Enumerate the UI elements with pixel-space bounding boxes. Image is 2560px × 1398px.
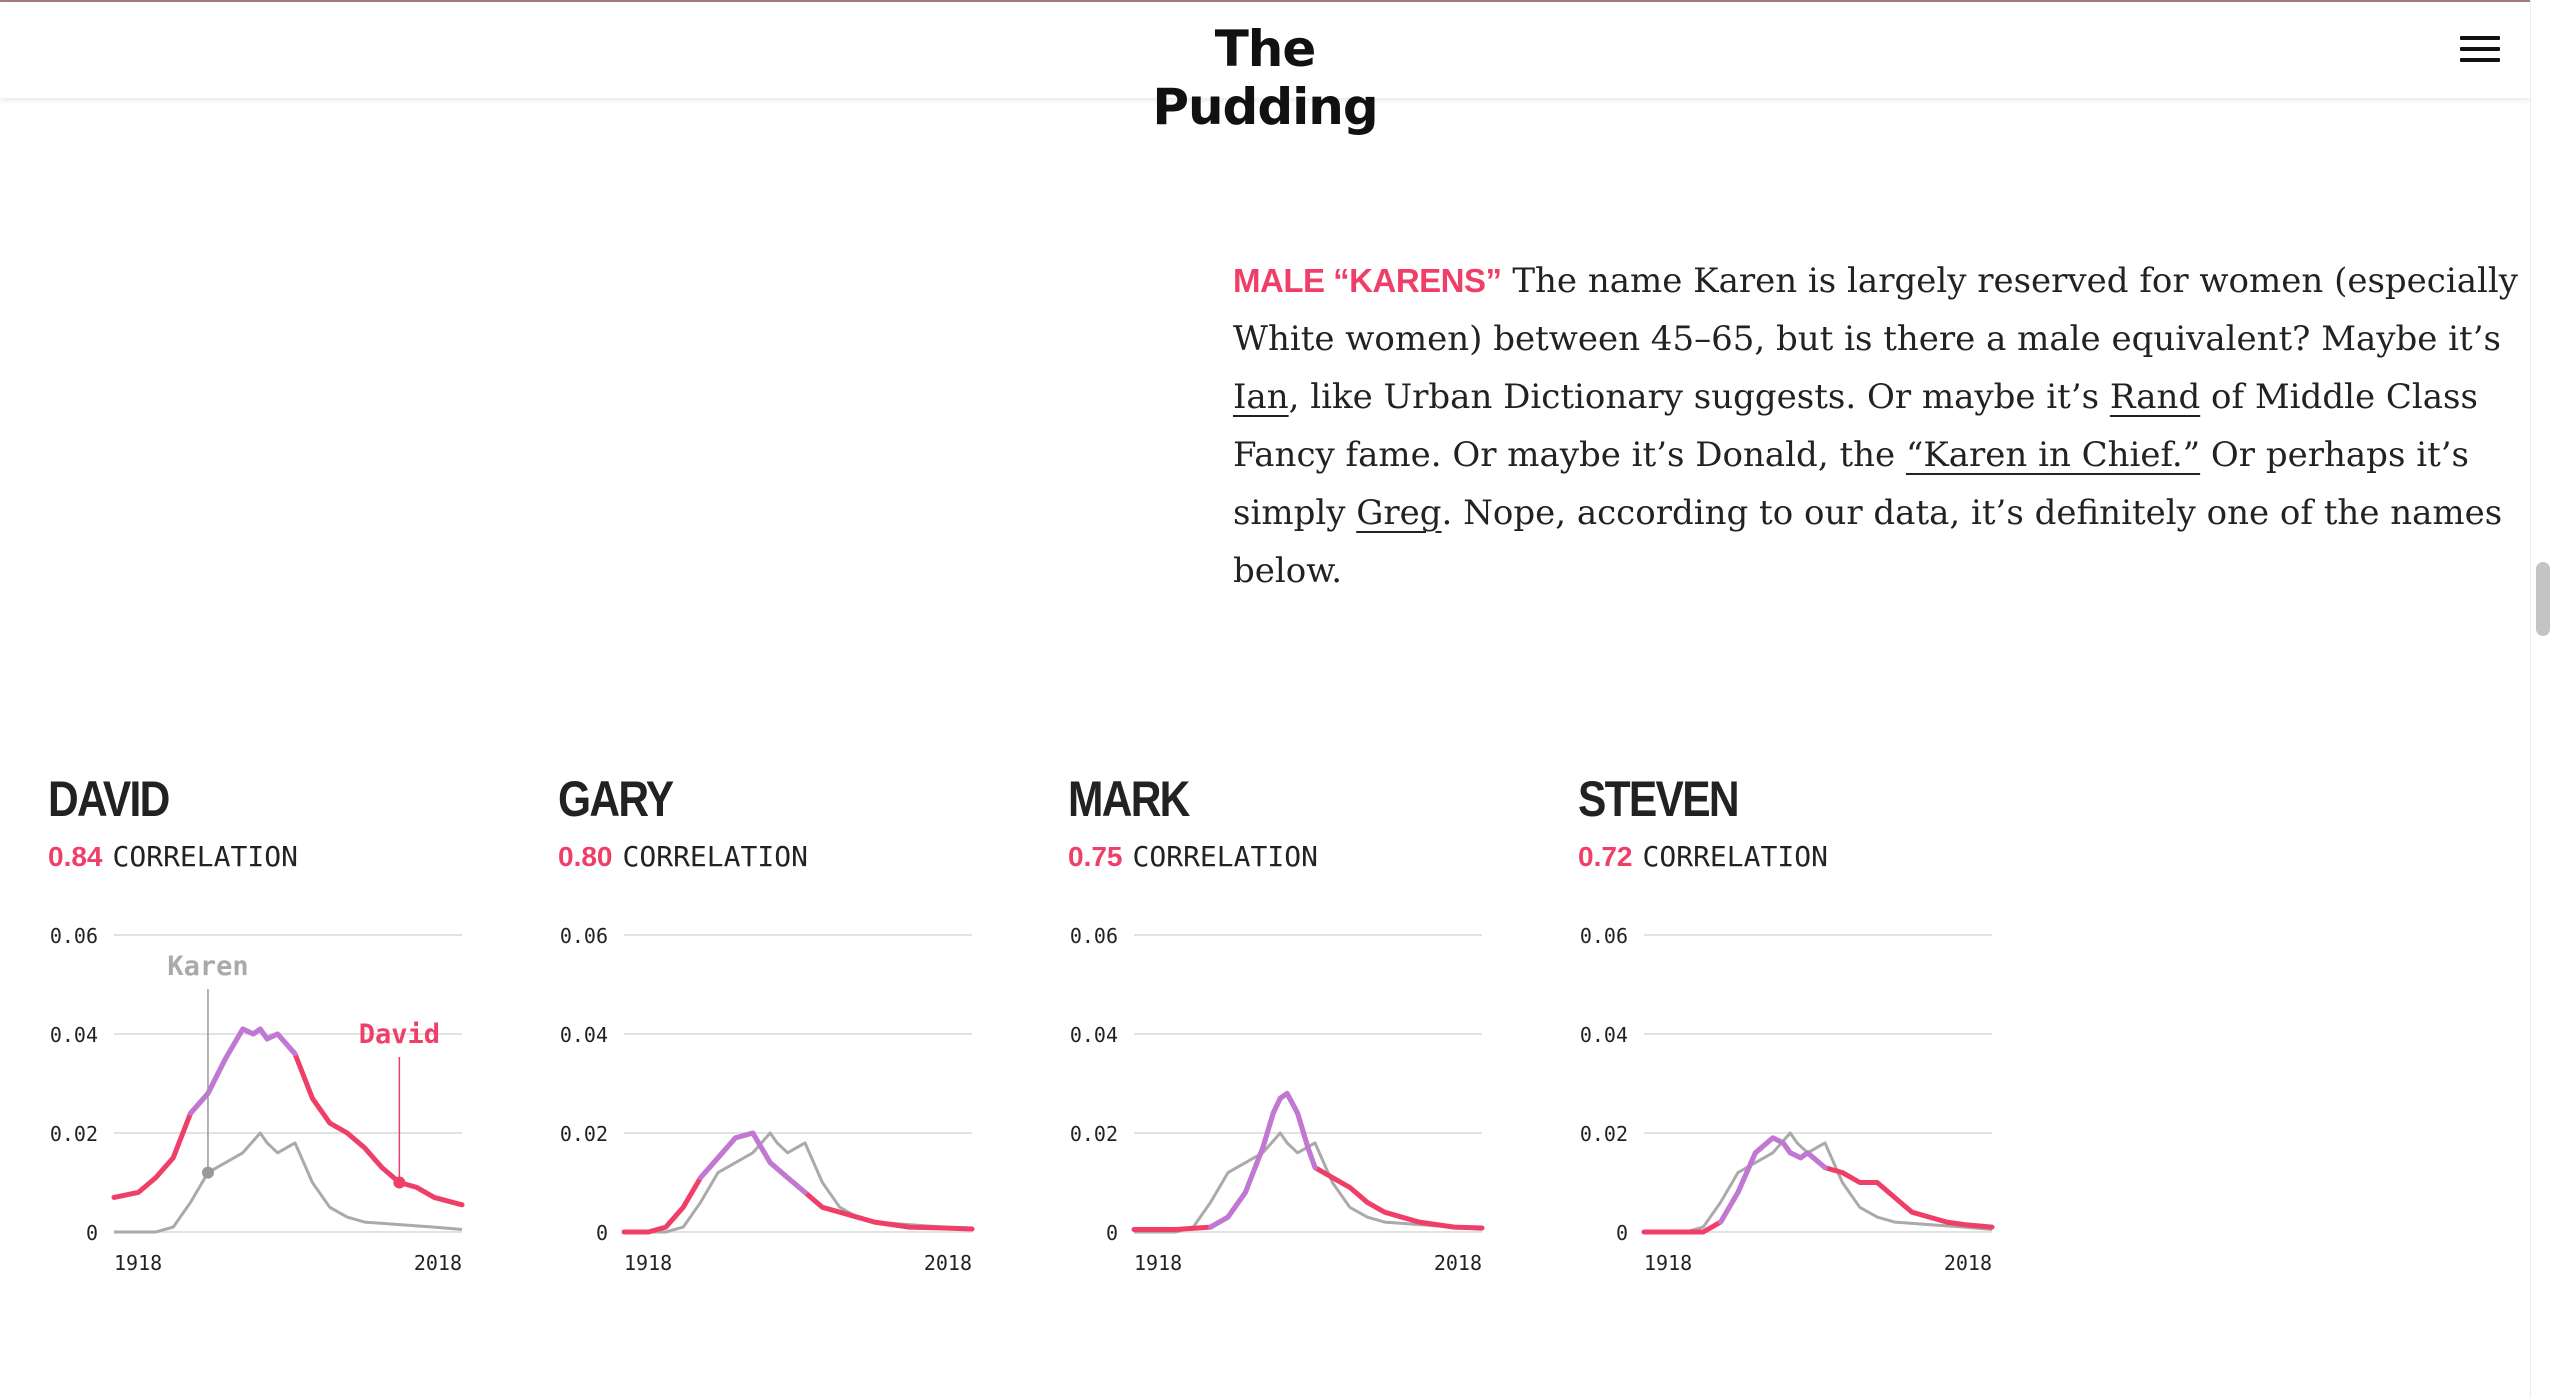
intro-text: of Middle Class Fancy fame. Or maybe it’… — [1233, 377, 2478, 475]
x-tick-label: 1918 — [624, 1251, 672, 1275]
correlation-value: 0.75 — [1068, 841, 1123, 872]
name-card-mark: MARK 0.75 CORRELATION 0.06 0.04 0.02 0 1918 20… — [1068, 770, 1538, 1290]
popularity-chart-steven: 0.06 0.04 0.02 0 1918 2018 — [1580, 924, 1995, 1275]
card-name: DAVID — [48, 771, 170, 827]
y-tick-label: 0.04 — [1580, 1023, 1628, 1047]
correlation-label: CORRELATION — [112, 840, 298, 873]
y-tick-label: 0.06 — [1070, 924, 1118, 948]
x-tick-label: 1918 — [114, 1251, 162, 1275]
correlation-label: CORRELATION — [1642, 840, 1828, 873]
y-tick-label: 0.02 — [560, 1122, 608, 1146]
y-tick-label: 0 — [1106, 1221, 1118, 1245]
y-tick-label: 0 — [1616, 1221, 1628, 1245]
x-tick-label: 1918 — [1644, 1251, 1692, 1275]
link-karen-in-chief[interactable]: “Karen in Chief.” — [1905, 435, 2201, 475]
y-tick-label: 0 — [596, 1221, 608, 1245]
y-tick-label: 0 — [86, 1221, 98, 1245]
link-greg[interactable]: Greg — [1356, 493, 1442, 533]
correlation-value: 0.84 — [48, 841, 103, 872]
y-tick-label: 0.06 — [1580, 924, 1628, 948]
y-tick-label: 0.02 — [1070, 1122, 1118, 1146]
series-overlap-highlight — [188, 1026, 298, 1116]
annotation-label: Karen — [167, 951, 248, 982]
correlation-value: 0.80 — [558, 841, 613, 872]
site-logo[interactable]: The Pudding — [1152, 20, 1378, 136]
top-accent-line — [0, 0, 2560, 2]
name-card-steven: STEVEN 0.72 CORRELATION 0.06 0.04 0.02 0 1918… — [1578, 770, 2048, 1290]
series-overlap-highlight — [698, 1130, 808, 1195]
card-name: MARK — [1068, 771, 1190, 827]
card-correlation: 0.80 CORRELATION — [558, 840, 808, 873]
intro-text: The name Karen is largely reserved for w… — [1233, 261, 2518, 359]
card-correlation: 0.84 CORRELATION — [48, 840, 298, 873]
scrollbar-thumb[interactable] — [2536, 562, 2550, 636]
section-kicker: MALE “KARENS” — [1233, 262, 1502, 299]
intro-paragraph: MALE “KARENS” The name Karen is largely … — [1233, 252, 2533, 600]
scrollbar-track[interactable] — [2530, 0, 2560, 1398]
correlation-label: CORRELATION — [1132, 840, 1318, 873]
annotation-point — [393, 1176, 406, 1189]
series-overlap-highlight — [1208, 1090, 1318, 1230]
y-tick-label: 0.04 — [1070, 1023, 1118, 1047]
annotation-label: David — [359, 1019, 440, 1050]
x-tick-label: 2018 — [1434, 1251, 1482, 1275]
popularity-chart-david: 0.06 0.04 0.02 0 1918 2018 Karen David — [50, 924, 465, 1275]
name-card-gary: GARY 0.80 CORRELATION 0.06 0.04 0.02 0 1918 20… — [558, 770, 1028, 1290]
card-name: STEVEN — [1578, 771, 1740, 827]
y-tick-label: 0.04 — [50, 1023, 98, 1047]
series-line-mark — [1131, 1090, 1485, 1232]
series-line-karen — [1134, 1131, 1483, 1234]
link-rand[interactable]: Rand — [2109, 377, 2201, 417]
y-tick-label: 0.06 — [50, 924, 98, 948]
series-line-david — [111, 1026, 465, 1208]
intro-text: . Nope, according to our data, it’s defi… — [1233, 493, 2503, 591]
correlation-label: CORRELATION — [622, 840, 808, 873]
series-line-karen — [1644, 1131, 1993, 1234]
y-tick-label: 0.02 — [50, 1122, 98, 1146]
y-tick-label: 0.06 — [560, 924, 608, 948]
card-correlation: 0.75 CORRELATION — [1068, 840, 1318, 873]
intro-text: Or perhaps it’s simply — [1233, 435, 2469, 533]
y-tick-label: 0.02 — [1580, 1122, 1628, 1146]
name-card-david: DAVID 0.84 CORRELATION 0.06 0.04 0.02 0 1918 2… — [48, 770, 518, 1290]
x-tick-label: 1918 — [1134, 1251, 1182, 1275]
x-tick-label: 2018 — [924, 1251, 972, 1275]
series-line-steven — [1641, 1135, 1995, 1235]
series-line-karen — [114, 1131, 463, 1234]
correlation-value: 0.72 — [1578, 841, 1633, 872]
popularity-chart-mark: 0.06 0.04 0.02 0 1918 2018 — [1070, 924, 1485, 1275]
link-ian[interactable]: Ian — [1233, 377, 1289, 417]
intro-text: , like Urban Dictionary suggests. Or may… — [1288, 377, 2110, 417]
card-correlation: 0.72 CORRELATION — [1578, 840, 1828, 873]
series-overlap-highlight — [1718, 1135, 1828, 1225]
x-tick-label: 2018 — [1944, 1251, 1992, 1275]
x-tick-label: 2018 — [414, 1251, 462, 1275]
card-name: GARY — [558, 771, 674, 827]
y-tick-label: 0.04 — [560, 1023, 608, 1047]
hamburger-menu-icon[interactable] — [2460, 34, 2500, 64]
popularity-chart-gary: 0.06 0.04 0.02 0 1918 2018 — [560, 924, 975, 1275]
annotation-point — [201, 1166, 214, 1179]
site-header: The Pudding — [0, 2, 2530, 136]
